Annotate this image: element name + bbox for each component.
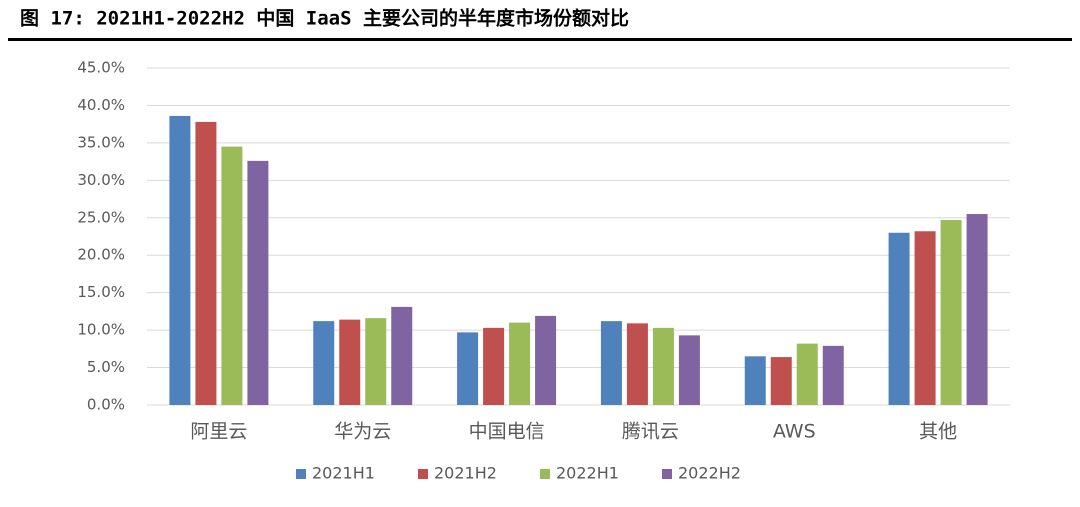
x-tick-label: 阿里云 [190,421,247,443]
x-tick-label: 其他 [919,421,957,443]
bar [626,323,648,405]
bar [365,318,387,405]
y-tick-label: 10.0% [77,321,125,339]
y-tick-label: 15.0% [77,283,125,301]
legend-label: 2021H1 [312,464,375,483]
bar [652,327,674,405]
bar [169,115,191,405]
bar [914,231,936,405]
legend-swatch [540,469,550,479]
x-tick-label: 中国电信 [469,421,545,443]
y-tick-label: 30.0% [77,171,125,189]
bar [483,327,505,405]
bar [391,306,413,405]
bar [770,357,792,405]
legend-label: 2022H2 [678,464,741,483]
bar [195,121,217,406]
y-tick-label: 20.0% [77,246,125,264]
title-rule [8,38,1072,41]
y-tick-label: 35.0% [77,133,125,151]
y-tick-label: 45.0% [77,59,125,77]
y-tick-label: 25.0% [77,208,125,226]
bar [457,332,479,405]
bar [509,322,531,405]
bar [744,356,766,405]
legend-swatch [662,469,672,479]
bar [600,321,622,405]
legend-swatch [296,469,306,479]
legend-swatch [418,469,428,479]
bar [247,160,269,405]
bar [796,343,818,405]
x-tick-label: 腾讯云 [622,421,679,443]
bar [535,315,557,405]
bar [313,321,335,405]
y-tick-label: 0.0% [87,396,125,414]
x-tick-label: AWS [773,421,816,443]
legend-label: 2022H1 [556,464,619,483]
bar [966,214,988,405]
legend-label: 2021H2 [434,464,497,483]
bar [339,319,361,405]
bar [822,345,844,405]
bar [888,232,910,405]
x-tick-label: 华为云 [334,421,391,443]
y-tick-label: 40.0% [77,96,125,114]
bar [678,335,700,405]
y-tick-label: 5.0% [87,358,125,376]
bar [221,146,243,405]
bar [940,220,962,405]
chart-title: 图 17: 2021H1-2022H2 中国 IaaS 主要公司的半年度市场份额… [20,7,629,30]
